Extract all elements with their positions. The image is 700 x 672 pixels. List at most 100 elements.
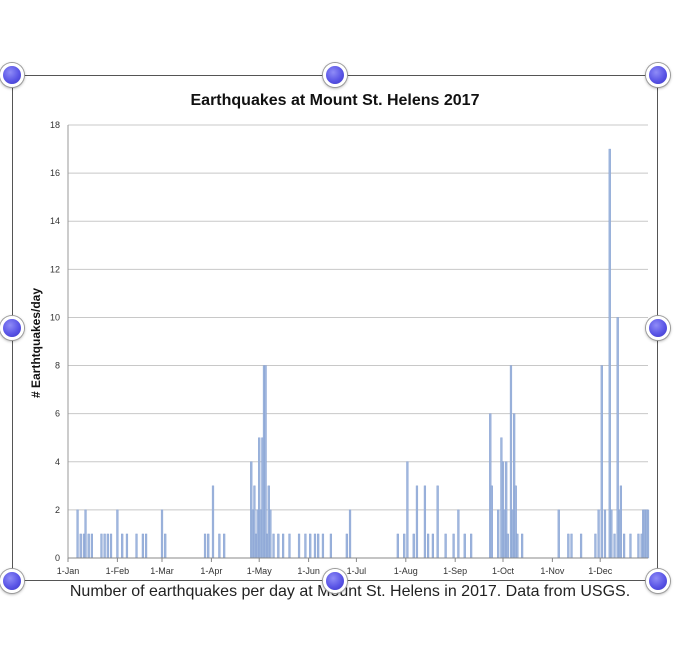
- resize-handle-bottom-middle[interactable]: [323, 569, 347, 593]
- bar-2017-04-02: [211, 485, 215, 559]
- bar-2017-08-31: [452, 533, 455, 559]
- bar-2017-09-11: [470, 533, 473, 559]
- x-tick-label-1: 1-Feb: [106, 566, 130, 576]
- y-tick-label-8: 16: [50, 168, 60, 178]
- bar-2017-03-01: [160, 509, 164, 559]
- bar-2017-06-10: [321, 533, 325, 559]
- x-tick-label-2: 1-Mar: [150, 566, 174, 576]
- bar-2017-12-08: [610, 509, 613, 559]
- bar-2017-11-05: [557, 509, 560, 559]
- bar-2017-12-16: [622, 533, 626, 559]
- bar-2017-11-11: [567, 533, 570, 559]
- x-tick-label-11: 1-Dec: [588, 566, 613, 576]
- bar-2017-05-13: [277, 533, 280, 559]
- bar-2017-05-16: [282, 533, 285, 559]
- bar-2017-01-24: [103, 533, 106, 559]
- bar-2017-01-14: [87, 533, 90, 559]
- y-tick-label-9: 18: [50, 120, 60, 130]
- bar-2017-11-28: [594, 533, 597, 559]
- resize-handle-middle-right[interactable]: [646, 316, 670, 340]
- bar-2017-03-30: [207, 533, 210, 559]
- bar-2017-02-01: [116, 509, 119, 559]
- y-tick-label-7: 14: [50, 216, 60, 226]
- bar-2017-12-31: [646, 509, 650, 559]
- resize-handle-bottom-left[interactable]: [0, 569, 24, 593]
- bar-2017-02-19: [144, 533, 148, 559]
- bar-2017-05-10: [272, 533, 275, 559]
- resize-handle-middle-left[interactable]: [0, 316, 24, 340]
- y-tick-label-4: 8: [55, 361, 60, 371]
- bar-2017-02-07: [125, 533, 129, 559]
- bar-2017-07-27: [396, 533, 399, 559]
- bar-2017-05-20: [288, 533, 291, 559]
- bar-2017-06-25: [345, 533, 348, 559]
- bar-2017-03-03: [164, 533, 167, 559]
- bar-2017-01-26: [106, 533, 109, 559]
- bar-2017-12-14: [619, 485, 623, 559]
- y-tick-label-6: 12: [50, 264, 60, 274]
- bar-2017-05-08: [269, 509, 272, 559]
- bar-2017-11-13: [570, 533, 573, 559]
- bar-2017-10-04: [506, 533, 509, 559]
- bar-2017-01-09: [79, 533, 82, 559]
- bar-2017-12-10: [613, 533, 616, 559]
- bar-2017-04-06: [218, 533, 221, 559]
- bar-2017-09-03: [457, 509, 460, 559]
- bar-2017-10-10: [516, 533, 519, 559]
- y-axis: 0 2 4 6 8 10 12 14 16 18: [50, 120, 69, 563]
- bar-2017-12-25: [637, 533, 640, 559]
- y-tick-label-5: 10: [50, 312, 60, 322]
- y-tick-label-2: 4: [55, 457, 60, 467]
- resize-handle-bottom-right[interactable]: [646, 569, 670, 593]
- x-tick-label-7: 1-Aug: [394, 566, 418, 576]
- x-tick-label-8: 1-Sep: [443, 566, 467, 576]
- bar-2017-12-04: [603, 509, 607, 559]
- bar-2017-06-15: [329, 533, 333, 559]
- y-axis-label: # Earthtquakes/day: [29, 288, 43, 398]
- bar-2017-06-27: [348, 509, 352, 559]
- bar-2017-12-07: [608, 148, 611, 559]
- y-tick-label-0: 0: [55, 553, 60, 563]
- bar-2017-08-13: [423, 485, 427, 559]
- bar-2017-06-05: [313, 533, 317, 559]
- x-tick-label-5: 1-Jun: [297, 566, 320, 576]
- gridlines: [68, 124, 648, 559]
- bar-2017-05-30: [304, 533, 307, 559]
- bar-2017-08-18: [431, 533, 434, 559]
- x-tick-label-10: 1-Nov: [540, 566, 565, 576]
- x-tick-label-0: 1-Jan: [57, 566, 80, 576]
- bar-2017-09-28: [497, 509, 500, 559]
- x-axis: 1-Jan 1-Feb 1-Mar 1-Apr 1-May 1-Jun 1-Jul 1-Aug…: [57, 557, 648, 576]
- bar-2017-04-09: [223, 533, 226, 559]
- figure-caption: Number of earthquakes per day at Mount S…: [69, 583, 631, 600]
- bar-2017-03-28: [203, 533, 207, 559]
- bar-2017-08-15: [427, 533, 430, 559]
- bar-2017-08-21: [436, 485, 439, 559]
- bar-2017-09-07: [463, 533, 466, 559]
- bar-2017-01-28: [109, 533, 113, 559]
- bar-2017-02-04: [121, 533, 124, 559]
- bar-2017-01-22: [100, 533, 103, 559]
- bar-2017-12-20: [629, 533, 632, 559]
- bar-2017-05-05: [264, 365, 267, 559]
- chart-title: Earthquakes at Mount St. Helens 2017: [191, 92, 480, 109]
- bar-2017-02-13: [135, 533, 138, 559]
- bar-2017-01-12: [84, 509, 87, 559]
- x-tick-label-9: 1-Oct: [492, 566, 515, 576]
- bar-2017-05-26: [297, 533, 301, 559]
- bar-2017-06-07: [317, 533, 320, 559]
- bar-2017-09-24: [490, 485, 493, 559]
- bar-2017-08-08: [415, 485, 419, 559]
- bar-2017-12-02: [600, 365, 603, 559]
- resize-handle-top-right[interactable]: [646, 63, 670, 87]
- resize-handle-top-left[interactable]: [0, 63, 24, 87]
- bar-2017-11-19: [579, 533, 583, 559]
- resize-handle-top-middle[interactable]: [323, 63, 347, 87]
- bar-2017-01-16: [90, 533, 94, 559]
- bar-2017-02-17: [141, 533, 144, 559]
- bar-2017-08-26: [444, 533, 447, 559]
- x-tick-label-6: 1-Jul: [347, 566, 367, 576]
- y-tick-label-3: 6: [55, 409, 60, 419]
- bar-2017-06-02: [309, 533, 312, 559]
